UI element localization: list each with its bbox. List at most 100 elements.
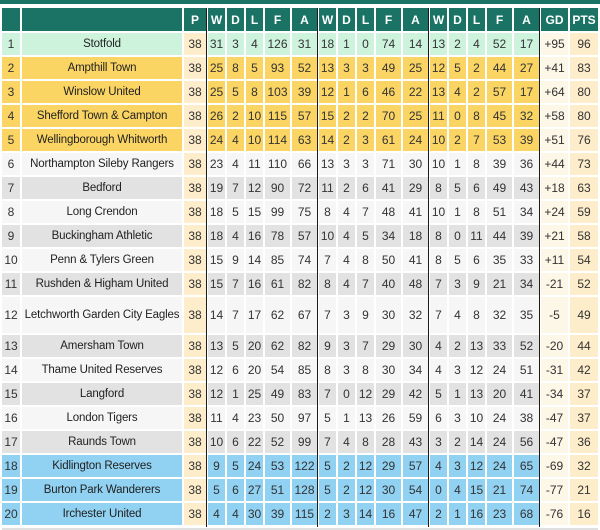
total-draws-cell: 6 xyxy=(227,479,244,501)
group-divider-away xyxy=(428,8,429,527)
home-wins-cell: 12 xyxy=(319,81,336,103)
total-draws-cell: 1 xyxy=(227,383,244,405)
team-name-cell: Rushden & Higham United xyxy=(22,273,182,295)
home-wins-cell: 7 xyxy=(319,249,336,271)
home-wins-cell: 5 xyxy=(319,479,336,501)
total-wins-cell: 10 xyxy=(208,431,225,453)
home-wins-cell: 13 xyxy=(319,153,336,175)
col-header-goal-difference: GD xyxy=(541,8,568,31)
team-name-cell: Bedford xyxy=(22,177,182,199)
home-goals-for-cell: 26 xyxy=(376,407,401,429)
away-goals-for-cell: 32 xyxy=(487,297,512,333)
away-wins-cell: 8 xyxy=(430,177,447,199)
goal-difference-cell: +64 xyxy=(541,81,568,103)
total-goals-against-cell: 82 xyxy=(292,335,317,357)
away-goals-against-cell: 52 xyxy=(514,335,539,357)
table-row: 6 Northampton Sileby Rangers 38 23 4 11 110 66 1… xyxy=(2,153,598,175)
home-goals-for-cell: 16 xyxy=(376,503,401,525)
total-goals-for-cell: 62 xyxy=(265,335,290,357)
played-cell: 38 xyxy=(184,359,206,381)
home-goals-against-cell: 30 xyxy=(403,153,428,175)
home-draws-cell: 4 xyxy=(338,273,355,295)
position-cell: 5 xyxy=(2,129,20,151)
away-goals-for-cell: 23 xyxy=(487,503,512,525)
total-goals-for-cell: 39 xyxy=(265,503,290,525)
away-goals-for-cell: 39 xyxy=(487,153,512,175)
total-draws-cell: 5 xyxy=(227,455,244,477)
total-wins-cell: 13 xyxy=(208,335,225,357)
goal-difference-cell: -20 xyxy=(541,335,568,357)
col-header-total-wins: W xyxy=(208,8,225,31)
total-losses-cell: 12 xyxy=(246,177,263,199)
total-goals-against-cell: 83 xyxy=(292,383,317,405)
home-goals-against-cell: 30 xyxy=(403,335,428,357)
points-cell: 76 xyxy=(570,129,598,151)
away-goals-against-cell: 41 xyxy=(514,383,539,405)
total-wins-cell: 19 xyxy=(208,177,225,199)
points-cell: 21 xyxy=(570,479,598,501)
home-losses-cell: 13 xyxy=(357,407,374,429)
home-goals-for-cell: 28 xyxy=(376,431,401,453)
home-draws-cell: 2 xyxy=(338,105,355,127)
away-wins-cell: 10 xyxy=(430,129,447,151)
total-losses-cell: 23 xyxy=(246,407,263,429)
total-draws-cell: 3 xyxy=(227,33,244,55)
total-goals-for-cell: 54 xyxy=(265,359,290,381)
away-goals-for-cell: 44 xyxy=(487,225,512,247)
total-draws-cell: 5 xyxy=(227,81,244,103)
table-row: 16 London Tigers 38 11 4 23 50 97 5 1 13 26 59 6 3 10 24… xyxy=(2,407,598,429)
points-cell: 37 xyxy=(570,407,598,429)
total-goals-against-cell: 82 xyxy=(292,273,317,295)
col-header-away-goals-for: F xyxy=(487,8,512,31)
table-row: 7 Bedford 38 19 7 12 90 72 11 2 6 41 29 8 5 6 49 43 +18 63 xyxy=(2,177,598,199)
points-cell: 80 xyxy=(570,105,598,127)
goal-difference-cell: -47 xyxy=(541,431,568,453)
played-cell: 38 xyxy=(184,57,206,79)
total-goals-for-cell: 50 xyxy=(265,407,290,429)
home-wins-cell: 8 xyxy=(319,273,336,295)
home-goals-for-cell: 29 xyxy=(376,335,401,357)
table-row: 10 Penn & Tylers Green 38 15 9 14 85 74 7 4 8 50 41 8… xyxy=(2,249,598,271)
points-cell: 96 xyxy=(570,33,598,55)
position-cell: 3 xyxy=(2,81,20,103)
home-goals-against-cell: 43 xyxy=(403,431,428,453)
away-losses-cell: 11 xyxy=(468,225,485,247)
home-wins-cell: 2 xyxy=(319,503,336,525)
total-goals-for-cell: 103 xyxy=(265,81,290,103)
home-wins-cell: 15 xyxy=(319,105,336,127)
away-goals-for-cell: 53 xyxy=(487,129,512,151)
col-header-home-goals-against: A xyxy=(403,8,428,31)
goal-difference-cell: -34 xyxy=(541,383,568,405)
col-header-points: PTS xyxy=(570,8,598,31)
goal-difference-cell: -47 xyxy=(541,407,568,429)
team-name-cell: Buckingham Athletic xyxy=(22,225,182,247)
home-goals-for-cell: 71 xyxy=(376,153,401,175)
home-losses-cell: 7 xyxy=(357,335,374,357)
away-losses-cell: 8 xyxy=(468,105,485,127)
home-goals-for-cell: 50 xyxy=(376,249,401,271)
total-goals-against-cell: 75 xyxy=(292,201,317,223)
total-goals-against-cell: 99 xyxy=(292,431,317,453)
position-cell: 6 xyxy=(2,153,20,175)
away-goals-for-cell: 24 xyxy=(487,359,512,381)
home-losses-cell: 8 xyxy=(357,359,374,381)
total-draws-cell: 7 xyxy=(227,273,244,295)
position-cell: 2 xyxy=(2,57,20,79)
away-losses-cell: 12 xyxy=(468,359,485,381)
away-losses-cell: 8 xyxy=(468,297,485,333)
away-draws-cell: 0 xyxy=(449,105,466,127)
team-name-cell: Wellingborough Whitworth xyxy=(22,129,182,151)
total-losses-cell: 17 xyxy=(246,297,263,333)
away-losses-cell: 9 xyxy=(468,273,485,295)
home-goals-for-cell: 30 xyxy=(376,479,401,501)
total-goals-against-cell: 97 xyxy=(292,407,317,429)
away-wins-cell: 10 xyxy=(430,201,447,223)
away-goals-for-cell: 24 xyxy=(487,407,512,429)
total-goals-against-cell: 72 xyxy=(292,177,317,199)
total-losses-cell: 27 xyxy=(246,479,263,501)
team-name-cell: Langford xyxy=(22,383,182,405)
home-draws-cell: 3 xyxy=(338,503,355,525)
total-goals-against-cell: 74 xyxy=(292,249,317,271)
col-header-total-losses: L xyxy=(246,8,263,31)
total-losses-cell: 14 xyxy=(246,249,263,271)
